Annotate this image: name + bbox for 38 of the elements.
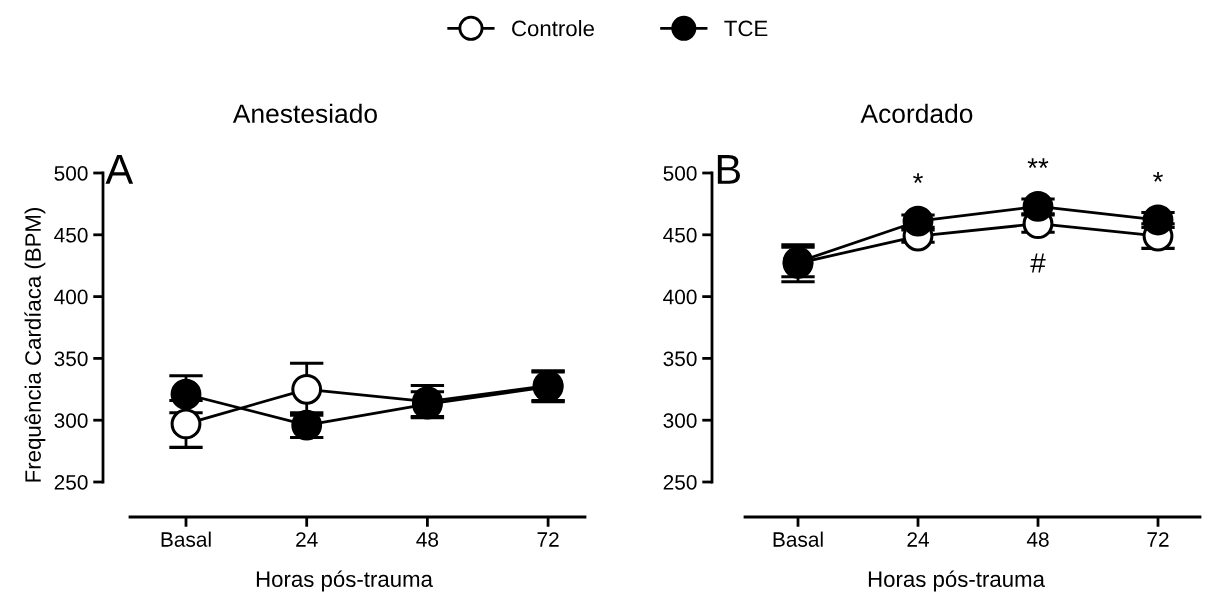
x-axis-title: Horas pós-trauma: [868, 570, 1045, 592]
y-tick-label: 450: [54, 227, 88, 243]
x-tick-label: 24: [296, 532, 318, 547]
y-tick-label: 500: [663, 166, 697, 181]
x-tick-label: 72: [537, 532, 559, 547]
y-tick-label: 300: [663, 413, 697, 428]
point: [1022, 190, 1054, 222]
y-axis-title: Frequência Cardíaca (BPM): [24, 208, 46, 482]
y-tick-label: 450: [663, 227, 697, 243]
annotation: B: [717, 155, 741, 184]
x-tick-label: Basal: [161, 531, 211, 547]
x-tick-label: Basal: [773, 531, 823, 547]
y-tick-label: 250: [663, 475, 697, 490]
x-tick-label: 72: [1147, 532, 1169, 547]
annotation: **: [1027, 158, 1049, 169]
annotation: *: [1153, 171, 1163, 182]
x-tick-label: 24: [907, 532, 929, 547]
chart-title: Acordado: [860, 103, 973, 124]
y-tick-label: 300: [54, 413, 88, 428]
y-tick-label: 500: [54, 166, 88, 181]
legend-label: Controle: [512, 20, 594, 37]
point: [902, 205, 934, 237]
annotation: *: [913, 173, 923, 183]
point: [291, 373, 323, 405]
point: [170, 408, 202, 440]
x-tick-label: 48: [1026, 532, 1049, 547]
annotation: #: [1030, 253, 1046, 273]
annotation: A: [105, 155, 134, 184]
chart-title: Anestesiado: [232, 103, 377, 124]
x-tick-label: 48: [416, 532, 439, 547]
y-tick-label: 400: [54, 289, 88, 305]
y-tick-label: 400: [663, 289, 697, 305]
y-tick-label: 350: [54, 351, 88, 367]
legend-label: TCE: [724, 20, 768, 37]
x-axis-title: Horas pós-trauma: [256, 570, 433, 592]
point: [1142, 204, 1174, 236]
y-tick-label: 250: [54, 475, 88, 490]
y-tick-label: 350: [663, 351, 697, 367]
